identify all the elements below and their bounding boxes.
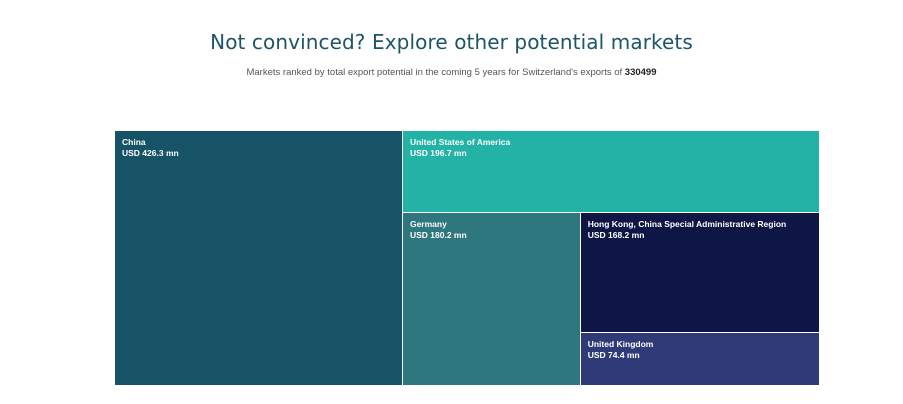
export-markets-treemap: China USD 426.3 mn United States of Americ… (115, 131, 819, 385)
treemap-cell-value: USD 74.4 mn (587, 349, 640, 360)
treemap-cell-name: China (122, 137, 146, 147)
treemap-cell-name: Germany (409, 218, 447, 229)
treemap-cell-value: USD 168.2 mn (587, 229, 645, 240)
treemap-cell-name: United States of America (409, 137, 511, 147)
product-code: 330499 (624, 67, 657, 78)
treemap-cell-hong-kong-china-special-administrative-region[interactable]: Hong Kong, China Special Administrative … (580, 212, 819, 332)
treemap-cell-value: USD 180.2 mn (409, 229, 467, 240)
treemap-cell-germany[interactable]: Germany USD 180.2 mn (402, 212, 580, 385)
treemap-cell-value: USD 196.7 mn (409, 148, 467, 158)
subtitle-text: Markets ranked by total export potential… (246, 67, 625, 78)
treemap-cell-china[interactable]: China USD 426.3 mn (115, 131, 402, 385)
treemap-cell-united-kingdom[interactable]: United Kingdom USD 74.4 mn (580, 332, 819, 385)
page-subtitle: Markets ranked by total export potential… (0, 67, 903, 78)
page-title: Not convinced? Explore other potential m… (210, 30, 693, 54)
treemap-cell-name: Hong Kong, China Special Administrative … (587, 218, 787, 229)
treemap-cell-value: USD 426.3 mn (122, 148, 179, 158)
treemap-cell-united-states-of-america[interactable]: United States of America USD 196.7 mn (402, 131, 819, 212)
treemap-cell-name: United Kingdom (587, 338, 654, 349)
